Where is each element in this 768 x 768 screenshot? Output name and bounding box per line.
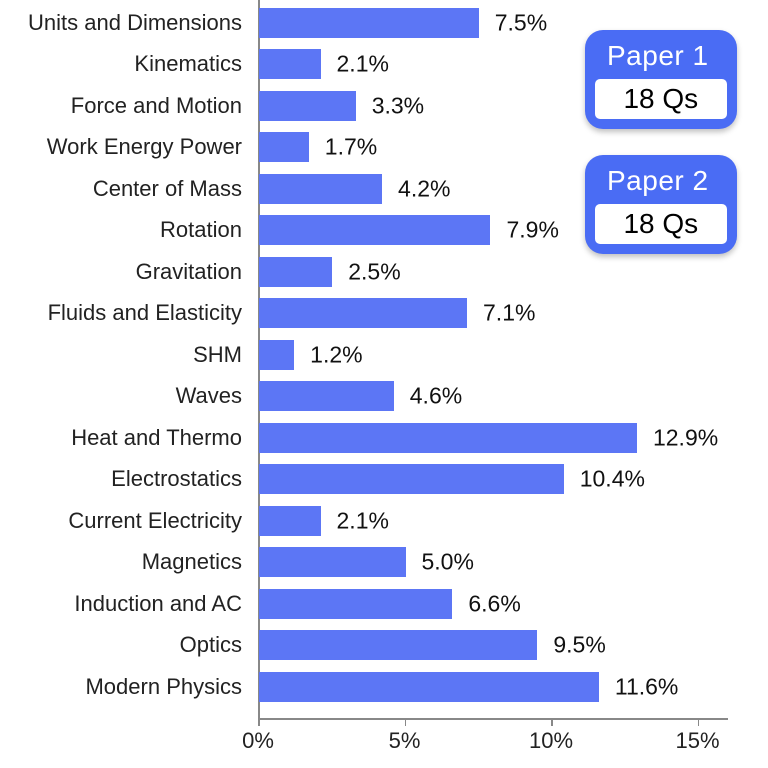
- bar-value-label: 7.5%: [495, 9, 547, 36]
- topic-label: Work Energy Power: [0, 134, 250, 160]
- bar-row: Magnetics 5.0%: [0, 542, 768, 584]
- bar-row: Current Electricity 2.1%: [0, 500, 768, 542]
- bar-value-label: 10.4%: [580, 466, 645, 493]
- bar-container: 1.2%: [259, 340, 768, 370]
- bar-value-label: 2.1%: [337, 51, 389, 78]
- bar: [259, 8, 479, 38]
- x-tick-label: 0%: [242, 728, 274, 754]
- topic-label: Kinematics: [0, 51, 250, 77]
- topic-label: Gravitation: [0, 259, 250, 285]
- topic-label: Modern Physics: [0, 674, 250, 700]
- bar-row: Heat and Thermo 12.9%: [0, 417, 768, 459]
- topic-label: Electrostatics: [0, 466, 250, 492]
- bar-container: 9.5%: [259, 630, 768, 660]
- bar: [259, 464, 564, 494]
- topic-label: Center of Mass: [0, 176, 250, 202]
- bar-row: Waves 4.6%: [0, 376, 768, 418]
- bar-row: Modern Physics 11.6%: [0, 666, 768, 708]
- paper-2-title: Paper 2: [595, 163, 727, 204]
- topic-label: Magnetics: [0, 549, 250, 575]
- bar-value-label: 3.3%: [372, 92, 424, 119]
- bar-container: 11.6%: [259, 672, 768, 702]
- x-tick-mark: [698, 718, 700, 726]
- bar: [259, 589, 452, 619]
- x-tick-mark: [258, 718, 260, 726]
- bar-container: 2.5%: [259, 257, 768, 287]
- bar: [259, 672, 599, 702]
- bar-value-label: 6.6%: [468, 590, 520, 617]
- bar: [259, 423, 637, 453]
- topic-label: Force and Motion: [0, 93, 250, 119]
- topic-label: Heat and Thermo: [0, 425, 250, 451]
- bar: [259, 132, 309, 162]
- x-tick-label: 5%: [389, 728, 421, 754]
- bar: [259, 91, 356, 121]
- paper-1-title: Paper 1: [595, 38, 727, 79]
- bar: [259, 215, 490, 245]
- bar-row: Electrostatics 10.4%: [0, 459, 768, 501]
- bar: [259, 547, 406, 577]
- bar-container: 6.6%: [259, 589, 768, 619]
- bar-value-label: 7.1%: [483, 300, 535, 327]
- bar-row: Induction and AC 6.6%: [0, 583, 768, 625]
- bar-value-label: 5.0%: [422, 549, 474, 576]
- bar-value-label: 11.6%: [615, 673, 679, 700]
- x-tick-label: 10%: [529, 728, 573, 754]
- x-tick-mark: [405, 718, 407, 726]
- topic-label: Rotation: [0, 217, 250, 243]
- paper-2-badge: Paper 2 18 Qs: [585, 155, 737, 254]
- bar-value-label: 2.1%: [337, 507, 389, 534]
- bar-row: SHM 1.2%: [0, 334, 768, 376]
- topic-label: Units and Dimensions: [0, 10, 250, 36]
- bar: [259, 257, 332, 287]
- topic-label: Induction and AC: [0, 591, 250, 617]
- topic-label: Waves: [0, 383, 250, 409]
- paper-2-count: 18 Qs: [595, 204, 727, 244]
- bar: [259, 630, 537, 660]
- x-axis-line: [258, 718, 728, 720]
- x-tick-label: 15%: [675, 728, 719, 754]
- bar-container: 2.1%: [259, 506, 768, 536]
- bar: [259, 340, 294, 370]
- bar-value-label: 7.9%: [506, 217, 558, 244]
- bar-value-label: 4.6%: [410, 383, 462, 410]
- bar-row: Optics 9.5%: [0, 625, 768, 667]
- bar-container: 4.6%: [259, 381, 768, 411]
- bar-container: 5.0%: [259, 547, 768, 577]
- bar: [259, 298, 467, 328]
- topic-label: SHM: [0, 342, 250, 368]
- bar: [259, 506, 321, 536]
- topic-label: Optics: [0, 632, 250, 658]
- bar: [259, 174, 382, 204]
- bar: [259, 381, 394, 411]
- bar-container: 12.9%: [259, 423, 768, 453]
- bar-value-label: 12.9%: [653, 424, 718, 451]
- bar-container: 7.1%: [259, 298, 768, 328]
- bar-row: Fluids and Elasticity 7.1%: [0, 293, 768, 335]
- topic-label: Fluids and Elasticity: [0, 300, 250, 326]
- topic-label: Current Electricity: [0, 508, 250, 534]
- bar-value-label: 1.2%: [310, 341, 362, 368]
- x-tick-mark: [551, 718, 553, 726]
- bar-container: 10.4%: [259, 464, 768, 494]
- paper-1-count: 18 Qs: [595, 79, 727, 119]
- bar-value-label: 2.5%: [348, 258, 400, 285]
- paper-1-badge: Paper 1 18 Qs: [585, 30, 737, 129]
- bar-row: Gravitation 2.5%: [0, 251, 768, 293]
- bar: [259, 49, 321, 79]
- bar-value-label: 1.7%: [325, 134, 377, 161]
- bar-value-label: 4.2%: [398, 175, 450, 202]
- bar-value-label: 9.5%: [553, 632, 605, 659]
